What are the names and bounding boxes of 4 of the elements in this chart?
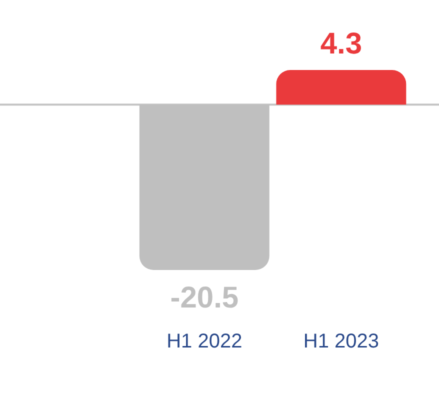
x-tick-label: H1 2023 (303, 330, 380, 353)
data-label: 4.3 (320, 27, 362, 60)
x-tick-label: H1 2022 (166, 330, 242, 353)
data-label: -20.5 (170, 281, 239, 314)
